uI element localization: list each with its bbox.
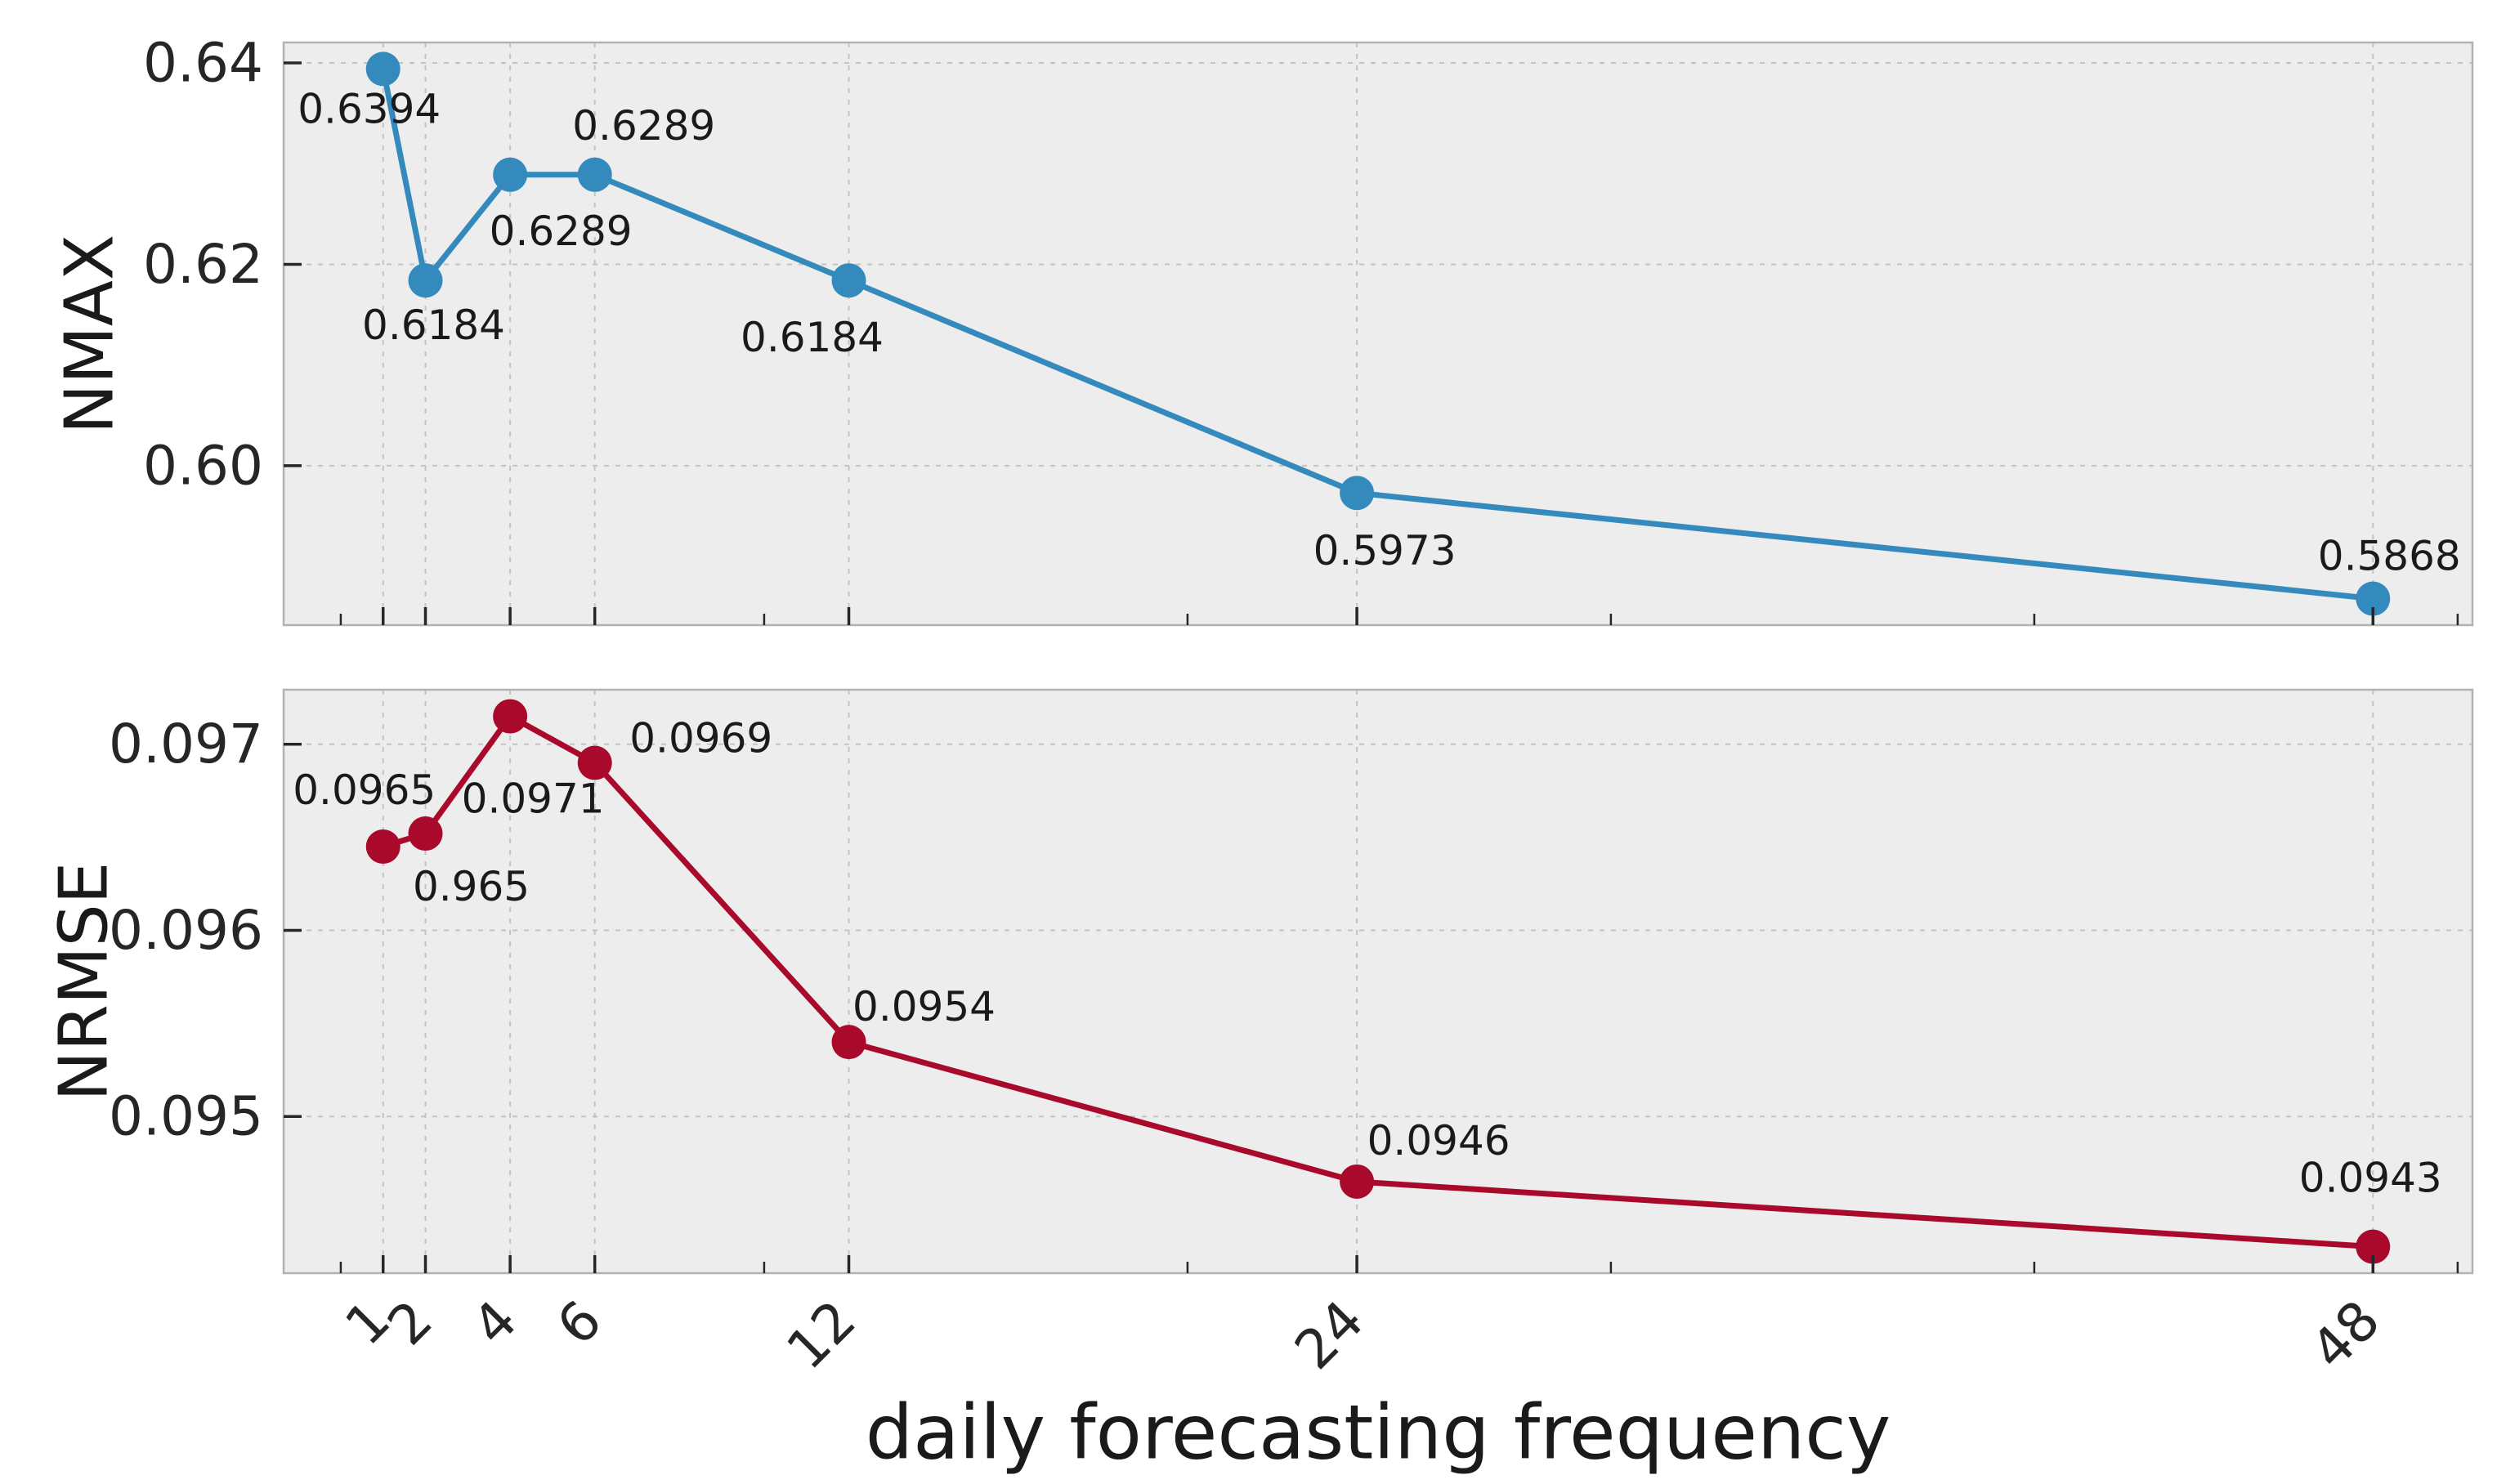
y-axis-label-nmax: NMAX (51, 234, 129, 435)
data-point (493, 699, 528, 734)
point-label: 0.6289 (490, 208, 633, 255)
axes-spines (282, 41, 2474, 627)
point-label: 0.5973 (1313, 527, 1457, 574)
point-label: 0.5868 (2318, 533, 2461, 580)
x-tick-label: 48 (2299, 1289, 2392, 1382)
point-label: 0.6184 (362, 302, 505, 349)
data-point (577, 157, 612, 192)
panel-bottom: 0.09650.9650.09710.09690.09540.09460.094… (109, 688, 2474, 1382)
y-tick-label: 0.097 (109, 713, 263, 776)
data-point (365, 829, 401, 864)
y-axis-label-nrmse: NRMSE (45, 861, 123, 1102)
data-point (2356, 581, 2391, 616)
point-label: 0.6184 (741, 314, 884, 361)
y-tick-label: 0.60 (143, 434, 263, 497)
y-tick-label: 0.095 (109, 1085, 263, 1148)
data-point (831, 1025, 866, 1060)
panel-top: 0.6394 0.6184 0.6289 0.6289 0.6184 0.5973 0.58… (143, 32, 2474, 627)
point-label: 0.0971 (462, 776, 605, 823)
point-label: 0.6289 (572, 102, 715, 150)
y-tick-label: 0.64 (143, 32, 263, 95)
data-point (493, 157, 528, 192)
x-tick-label: 24 (1282, 1289, 1376, 1382)
data-point (365, 51, 401, 87)
data-point (408, 816, 443, 852)
data-point (1340, 1164, 1375, 1199)
x-tick-label: 12 (775, 1289, 868, 1382)
x-axis-label: daily forecasting frequency (865, 1388, 1891, 1477)
point-label: 0.0943 (2299, 1155, 2442, 1202)
point-label: 0.0965 (293, 767, 436, 814)
axes-spines (282, 688, 2474, 1275)
point-label: 0.0969 (629, 715, 772, 762)
x-tick-label: 4 (460, 1289, 529, 1357)
data-point (577, 745, 612, 780)
plot-background (284, 690, 2472, 1273)
point-label: 0.0954 (852, 983, 996, 1030)
y-tick-label: 0.096 (109, 899, 263, 962)
y-tick-label: 0.62 (143, 233, 263, 296)
data-point (1340, 476, 1375, 511)
data-point (408, 263, 443, 298)
point-label: 0.0946 (1367, 1117, 1510, 1164)
data-point (2356, 1229, 2391, 1264)
point-label: 0.965 (413, 863, 530, 910)
data-point (831, 263, 866, 298)
x-tick-label: 6 (545, 1289, 614, 1357)
plot-background (284, 42, 2472, 625)
point-label: 0.6394 (298, 85, 441, 132)
